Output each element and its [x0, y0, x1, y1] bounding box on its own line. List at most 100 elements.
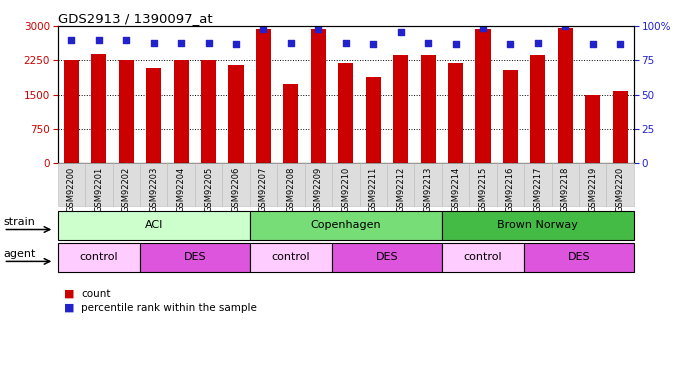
Point — [66, 37, 77, 43]
Text: GSM92217: GSM92217 — [534, 166, 542, 212]
Bar — [338, 63, 353, 163]
FancyBboxPatch shape — [579, 163, 607, 206]
Text: GDS2913 / 1390097_at: GDS2913 / 1390097_at — [58, 12, 212, 25]
Point — [203, 40, 214, 46]
FancyBboxPatch shape — [222, 163, 250, 206]
Text: percentile rank within the sample: percentile rank within the sample — [81, 303, 257, 313]
FancyBboxPatch shape — [58, 243, 140, 272]
FancyBboxPatch shape — [250, 163, 277, 206]
FancyBboxPatch shape — [332, 163, 359, 206]
Point — [587, 41, 598, 47]
Text: DES: DES — [376, 252, 398, 262]
Text: GSM92208: GSM92208 — [286, 166, 296, 212]
Text: GSM92210: GSM92210 — [341, 166, 351, 212]
Text: GSM92200: GSM92200 — [67, 166, 76, 212]
Point — [532, 40, 543, 46]
Text: ■: ■ — [64, 289, 75, 299]
Text: GSM92220: GSM92220 — [616, 166, 624, 212]
Point — [258, 26, 269, 32]
Point — [615, 41, 626, 47]
Bar — [448, 63, 463, 163]
Bar — [92, 54, 106, 163]
FancyBboxPatch shape — [607, 163, 634, 206]
FancyBboxPatch shape — [332, 243, 442, 272]
Text: ■: ■ — [64, 303, 75, 313]
FancyBboxPatch shape — [167, 163, 195, 206]
Bar — [558, 28, 573, 163]
Text: control: control — [272, 252, 311, 262]
Text: GSM92206: GSM92206 — [231, 166, 241, 212]
Bar — [365, 77, 381, 163]
FancyBboxPatch shape — [140, 163, 167, 206]
Bar — [228, 65, 243, 163]
Text: GSM92215: GSM92215 — [479, 166, 487, 212]
Point — [148, 40, 159, 46]
FancyBboxPatch shape — [359, 163, 387, 206]
FancyBboxPatch shape — [277, 163, 304, 206]
Bar — [256, 29, 271, 163]
Text: GSM92205: GSM92205 — [204, 166, 213, 212]
Text: GSM92216: GSM92216 — [506, 166, 515, 212]
Point — [121, 37, 132, 43]
FancyBboxPatch shape — [414, 163, 442, 206]
Text: ACI: ACI — [144, 220, 163, 230]
FancyBboxPatch shape — [524, 243, 634, 272]
Point — [285, 40, 296, 46]
Text: Brown Norway: Brown Norway — [498, 220, 578, 230]
Bar — [475, 29, 491, 163]
Point — [231, 41, 241, 47]
Text: GSM92201: GSM92201 — [94, 166, 103, 212]
FancyBboxPatch shape — [250, 211, 442, 240]
FancyBboxPatch shape — [387, 163, 414, 206]
Text: GSM92204: GSM92204 — [177, 166, 186, 212]
FancyBboxPatch shape — [524, 163, 552, 206]
Text: DES: DES — [184, 252, 206, 262]
FancyBboxPatch shape — [58, 163, 85, 206]
Bar — [146, 68, 161, 163]
Text: count: count — [81, 289, 111, 299]
Text: GSM92213: GSM92213 — [424, 166, 433, 212]
Text: DES: DES — [567, 252, 591, 262]
Text: GSM92214: GSM92214 — [451, 166, 460, 212]
Text: GSM92202: GSM92202 — [122, 166, 131, 212]
FancyBboxPatch shape — [304, 163, 332, 206]
Text: GSM92218: GSM92218 — [561, 166, 570, 212]
FancyBboxPatch shape — [250, 243, 332, 272]
Point — [176, 40, 186, 46]
FancyBboxPatch shape — [442, 243, 524, 272]
Bar — [503, 70, 518, 163]
FancyBboxPatch shape — [195, 163, 222, 206]
Bar — [174, 60, 188, 163]
Point — [560, 23, 571, 29]
Text: agent: agent — [3, 249, 36, 259]
Point — [505, 41, 516, 47]
Text: GSM92207: GSM92207 — [259, 166, 268, 212]
FancyBboxPatch shape — [140, 243, 250, 272]
Point — [367, 41, 378, 47]
Bar — [420, 56, 436, 163]
FancyBboxPatch shape — [85, 163, 113, 206]
Point — [395, 29, 406, 35]
FancyBboxPatch shape — [497, 163, 524, 206]
Point — [340, 40, 351, 46]
Bar — [311, 29, 326, 163]
Text: Copenhagen: Copenhagen — [311, 220, 381, 230]
Bar — [201, 60, 216, 163]
Point — [422, 40, 433, 46]
Text: GSM92211: GSM92211 — [369, 166, 378, 212]
FancyBboxPatch shape — [442, 211, 634, 240]
Bar — [613, 91, 628, 163]
Point — [313, 26, 324, 32]
Bar — [530, 55, 545, 163]
Text: GSM92209: GSM92209 — [314, 166, 323, 212]
Text: control: control — [464, 252, 502, 262]
Bar — [119, 60, 134, 163]
Bar — [585, 95, 600, 163]
FancyBboxPatch shape — [442, 163, 469, 206]
FancyBboxPatch shape — [469, 163, 497, 206]
FancyBboxPatch shape — [113, 163, 140, 206]
Text: GSM92219: GSM92219 — [589, 166, 597, 212]
Bar — [64, 60, 79, 163]
Bar — [283, 84, 298, 163]
Text: strain: strain — [3, 217, 35, 227]
